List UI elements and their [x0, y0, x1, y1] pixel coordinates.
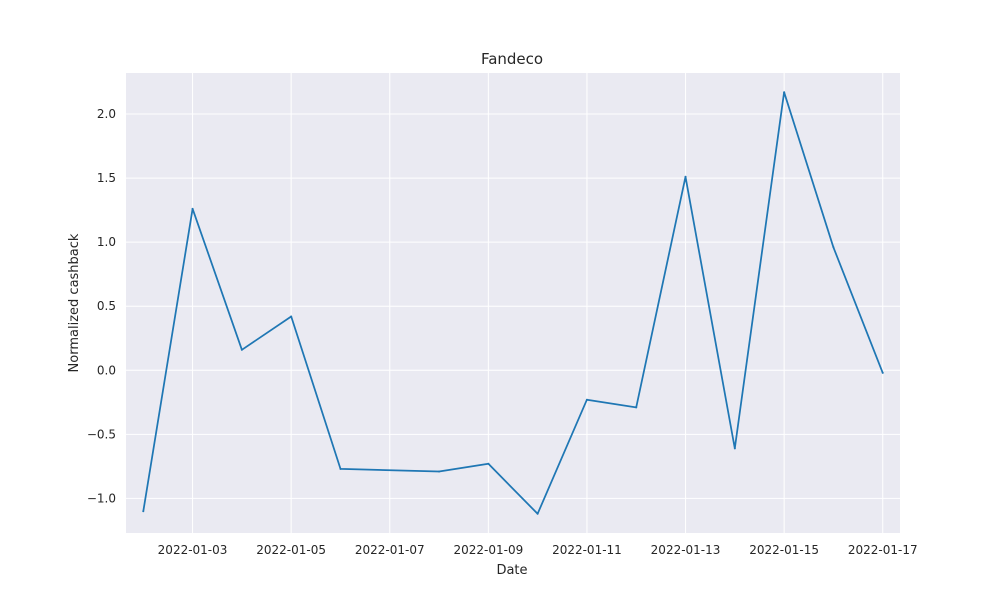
plot-area	[126, 73, 900, 533]
data-point	[438, 470, 441, 473]
data-point	[339, 467, 342, 470]
x-tick-label: 2022-01-07	[355, 543, 425, 557]
y-gridlines	[126, 113, 900, 499]
x-tick-label: 2022-01-09	[453, 543, 523, 557]
x-tick-label: 2022-01-05	[256, 543, 326, 557]
data-point	[733, 447, 736, 450]
y-tick-label: 0.5	[97, 299, 116, 313]
x-tick-label: 2022-01-11	[552, 543, 622, 557]
data-point	[585, 398, 588, 401]
y-tick-label: 2.0	[97, 107, 116, 121]
data-point	[783, 91, 786, 94]
data-point	[487, 462, 490, 465]
y-axis-label: Normalized cashback	[67, 233, 82, 372]
data-point	[142, 510, 145, 513]
x-tick-label: 2022-01-13	[651, 543, 721, 557]
x-tick-label: 2022-01-17	[848, 543, 918, 557]
data-point	[290, 315, 293, 318]
data-point	[536, 512, 539, 515]
y-tick-label: −1.0	[87, 491, 116, 505]
x-tick-label: 2022-01-03	[158, 543, 228, 557]
y-tick-label: 0.0	[97, 363, 116, 377]
y-tick-label: 1.0	[97, 235, 116, 249]
x-gridlines	[192, 73, 884, 533]
data-point	[240, 348, 243, 351]
data-point	[832, 246, 835, 249]
y-tick-label: −0.5	[87, 427, 116, 441]
data-point	[635, 406, 638, 409]
x-axis-label: Date	[496, 563, 527, 578]
series-layer	[142, 91, 884, 515]
data-point	[191, 207, 194, 210]
x-tick-label: 2022-01-15	[749, 543, 819, 557]
data-point	[881, 371, 884, 374]
x-tick-labels: 2022-01-03 2022-01-05 2022-01-07 2022-01-09…	[158, 543, 918, 557]
y-tick-labels: −1.0 −0.5 0.0 0.5 1.0 1.5 2.0	[87, 107, 116, 505]
data-point	[684, 175, 687, 178]
y-tick-label: 1.5	[97, 171, 116, 185]
chart-title: Fandeco	[481, 50, 543, 68]
